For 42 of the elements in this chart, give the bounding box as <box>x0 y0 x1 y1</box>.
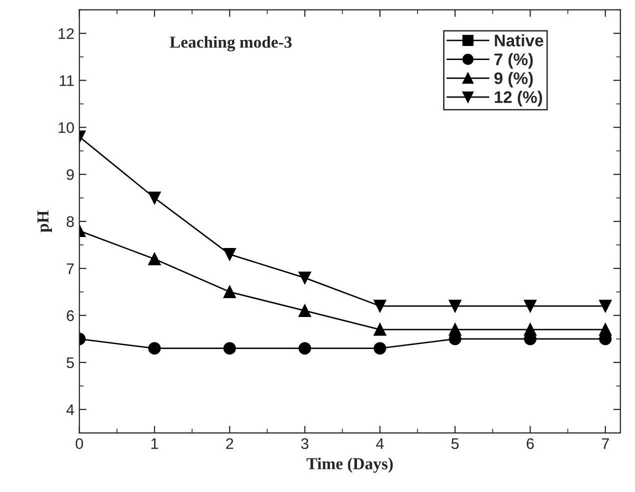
point <box>148 252 161 266</box>
point <box>524 300 536 312</box>
y-tick-label: 8 <box>66 216 74 228</box>
x-tick-label: 6 <box>526 438 534 450</box>
x-tick-label: 0 <box>76 438 84 450</box>
y-tick-label: 5 <box>66 357 74 368</box>
point <box>374 323 386 336</box>
point <box>599 323 612 336</box>
y-tick-label: 10 <box>58 122 74 134</box>
y-tick-label: 9 <box>66 169 74 180</box>
x-axis-title: Time (Days) <box>306 458 393 473</box>
point <box>148 192 161 204</box>
y-axis-title: pH <box>38 210 52 232</box>
x-tick-label: 3 <box>301 438 308 450</box>
text: Leaching mode-3 <box>170 36 292 52</box>
point <box>148 342 161 355</box>
legend-label: 9 (%) <box>494 72 533 88</box>
y-tick-label: 4 <box>66 404 74 415</box>
point <box>298 342 312 355</box>
point <box>374 300 386 312</box>
x-tick-label: 2 <box>226 438 234 449</box>
x-tick-label: 4 <box>376 438 384 449</box>
legend-label: 12 (%) <box>494 90 542 106</box>
point <box>223 342 236 355</box>
point <box>298 272 312 284</box>
y-tick-label: 6 <box>66 310 74 322</box>
y-tick-label: 7 <box>66 263 74 274</box>
legend-label: Native <box>494 34 544 46</box>
y-tick-label: 12 <box>58 28 74 39</box>
point <box>223 248 236 261</box>
x-tick-label: 7 <box>602 438 609 449</box>
x-tick-label: 1 <box>151 438 158 449</box>
point <box>448 323 462 336</box>
y-tick-label: 11 <box>60 75 74 86</box>
point <box>223 286 236 298</box>
point <box>374 342 386 355</box>
legend-label: 7 (%) <box>494 53 533 69</box>
point <box>448 300 462 312</box>
point <box>298 304 312 317</box>
x-tick-label: 5 <box>451 438 459 450</box>
point <box>524 323 536 336</box>
point <box>599 300 612 312</box>
